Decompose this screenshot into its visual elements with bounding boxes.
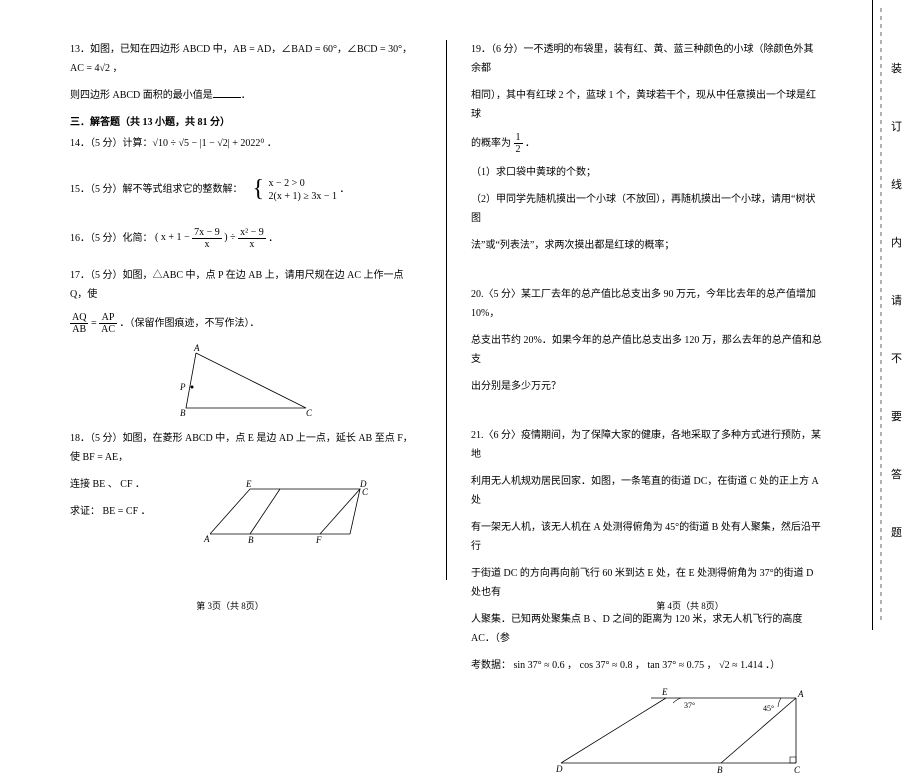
frac-half: 12 [514, 132, 523, 155]
q21-l6: 考数据： sin 37° ≈ 0.6 ， cos 37° ≈ 0.8 ， tan… [471, 656, 823, 675]
svg-text:C: C [306, 408, 313, 418]
strip-char: 内 [891, 234, 902, 250]
svg-text:A: A [203, 534, 210, 544]
q19-period: ． [525, 138, 535, 149]
q21-l3: 有一架无人机，该无人机在 A 处测得俯角为 45°的街道 B 处有人聚集，然后沿… [471, 518, 823, 556]
page-container: 13．如图，已知在四边形 ABCD 中，AB = AD，∠BAD = 60°，∠… [0, 0, 920, 580]
q20-l3: 出分别是多少万元？ [471, 377, 823, 396]
ineq-1: x − 2 > 0 [269, 177, 337, 190]
q14: 14．（5 分）计算：√10 ÷ √5 − |1 − √2| + 2022⁰ ． [70, 134, 422, 153]
svg-text:B: B [248, 535, 254, 545]
strip-char: 要 [891, 408, 902, 424]
svg-text:F: F [315, 535, 322, 545]
q16-row: 16．（5 分）化简： ( x + 1 − 7x − 9x ) ÷ x² − 9… [70, 227, 422, 250]
svg-text:E: E [661, 687, 668, 697]
q13-text: 则四边形 ABCD 面积的最小值是 [70, 90, 213, 101]
strip-char: 不 [891, 350, 902, 366]
binding-strip: 装 订 线 内 请 不 要 答 题 [872, 0, 920, 630]
column-divider [446, 40, 447, 580]
footer-right: 第 4页（共 8页） [460, 599, 920, 612]
figure-rhombus: A E D B F C [190, 479, 390, 549]
page-footers: 第 3页（共 8页） 第 4页（共 8页） [0, 599, 920, 612]
blank-underline [213, 88, 241, 98]
q20-l1: 20.〈5 分〉某工厂去年的总产值比总支出多 90 万元，今年比去年的总产值增加… [471, 285, 823, 323]
q17-line1: 17．（5 分）如图，△ABC 中，点 P 在边 AB 上，请用尺规在边 AC … [70, 266, 422, 304]
q19-l2: 相同），其中有红球 2 个，蓝球 1 个，黄球若干个，现从中任意摸出一个球是红球 [471, 86, 823, 124]
strip-char: 线 [891, 176, 902, 192]
q15-text: 15．（5 分）解不等式组求它的整数解： [70, 184, 243, 195]
q13-line1: 13．如图，已知在四边形 ABCD 中，AB = AD，∠BAD = 60°，∠… [70, 40, 422, 78]
svg-text:A: A [797, 689, 804, 699]
q20-l2: 总支出节约 20%．如果今年的总产值比总支出多 120 万，那么去年的总产值和总… [471, 331, 823, 369]
q21-l1: 21.〈6 分〉疫情期间，为了保障大家的健康，各地采取了多种方式进行预防，某地 [471, 426, 823, 464]
svg-text:D: D [555, 764, 563, 774]
inequality-system: x − 2 > 0 2(x + 1) ≥ 3x − 1 [269, 177, 337, 203]
svg-text:P: P [179, 382, 186, 392]
q19-l3: 的概率为 12 ． [471, 132, 823, 155]
strip-char: 订 [891, 118, 902, 134]
q17-line2: AQAB = APAC ．（保留作图痕迹，不写作法）． [70, 312, 422, 335]
q13-line2: 则四边形 ABCD 面积的最小值是． [70, 86, 422, 105]
q19-sub1: （1）求口袋中黄球的个数； [471, 163, 823, 182]
strip-char: 装 [891, 60, 902, 76]
ineq-2: 2(x + 1) ≥ 3x − 1 [269, 190, 337, 203]
strip-chars: 装 订 线 内 请 不 要 答 题 [891, 60, 902, 540]
strip-char: 答 [891, 466, 902, 482]
frac-aq-ab: AQAB [70, 312, 88, 335]
q19-prob-text: 的概率为 [471, 138, 511, 149]
right-column: 19．（6 分）一不透明的布袋里，装有红、黄、蓝三种颜色的小球（除颜色外其余都 … [453, 40, 823, 580]
strip-char: 题 [891, 524, 902, 540]
q16-suffix: ． [268, 232, 278, 243]
brace-icon: { [253, 167, 265, 213]
q21-l5: 人聚集．已知两处聚集点 B 、D 之间的距离为 120 米，求无人机飞行的高度 … [471, 610, 823, 648]
period: ． [339, 184, 349, 195]
frac-ap-ac: APAC [99, 312, 117, 335]
svg-text:C: C [794, 765, 801, 775]
q21-l4: 于街道 DC 的方向再向前飞行 60 米到达 E 处，在 E 处测得俯角为 37… [471, 564, 823, 602]
section-3-title: 三．解答题（共 13 小题，共 81 分） [70, 113, 422, 128]
figure-drone: 37° 45° E A D B C [551, 683, 811, 778]
svg-text:45°: 45° [763, 704, 774, 713]
q16-prefix: 16．（5 分）化简： [70, 232, 153, 243]
figure-triangle-apc: A B C P [166, 343, 326, 423]
q17-suffix: ．（保留作图痕迹，不写作法）． [120, 317, 260, 328]
svg-text:B: B [180, 408, 186, 418]
q16-expr: ( x + 1 − 7x − 9x ) ÷ x² − 9x [155, 232, 268, 243]
q19-sub2a: （2）甲同学先随机摸出一个小球（不放回），再随机摸出一个小球，请用“树状图 [471, 190, 823, 228]
svg-text:37°: 37° [684, 701, 695, 710]
footer-left: 第 3页（共 8页） [0, 599, 460, 612]
q18-line1: 18．（5 分）如图，在菱形 ABCD 中，点 E 是边 AD 上一点，延长 A… [70, 429, 422, 467]
svg-text:B: B [717, 765, 723, 775]
svg-text:A: A [193, 343, 200, 353]
strip-char: 请 [891, 292, 902, 308]
q19-l1: 19．（6 分）一不透明的布袋里，装有红、黄、蓝三种颜色的小球（除颜色外其余都 [471, 40, 823, 78]
q21-l2: 利用无人机规劝居民回家．如图，一条笔直的街道 DC，在街道 C 处的正上方 A … [471, 472, 823, 510]
svg-text:C: C [362, 487, 369, 497]
q15-row: 15．（5 分）解不等式组求它的整数解： { x − 2 > 0 2(x + 1… [70, 167, 422, 213]
svg-text:E: E [245, 479, 252, 489]
q19-sub2b: 法”或“列表法”，求两次摸出都是红球的概率； [471, 236, 823, 255]
left-column: 13．如图，已知在四边形 ABCD 中，AB = AD，∠BAD = 60°，∠… [70, 40, 440, 580]
